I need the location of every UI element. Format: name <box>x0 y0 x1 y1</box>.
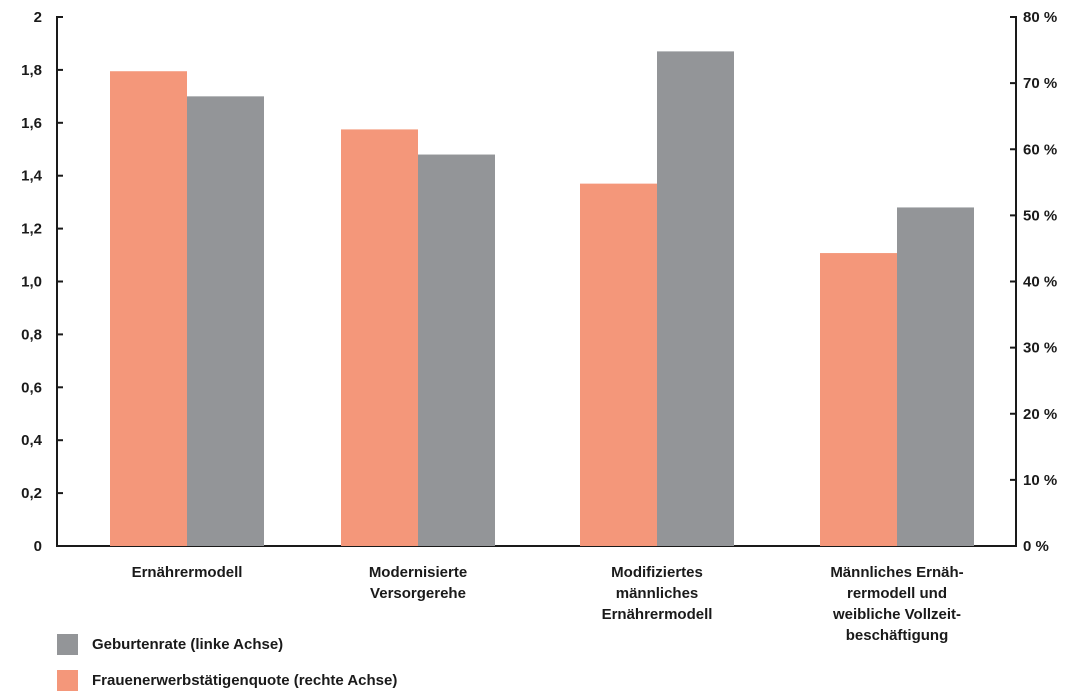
x-axis-category-label: Modernisierte <box>369 564 467 581</box>
right-axis-tick-label: 60 % <box>1023 141 1057 158</box>
right-axis-tick-label: 20 % <box>1023 406 1057 423</box>
bar-geburtenrate <box>418 154 495 547</box>
legend-item-geburtenrate: Geburtenrate (linke Achse) <box>57 634 283 655</box>
bar-frauenerwerbstaetigenquote <box>820 253 897 546</box>
left-axis-tick-label: 1,0 <box>21 274 42 291</box>
legend-label-frauenerwerbstaetigenquote: Frauenerwerbstätigenquote (rechte Achse) <box>92 672 398 689</box>
bar-geburtenrate <box>657 51 734 546</box>
left-axis-tick-label: 0,8 <box>21 326 42 343</box>
left-axis-tick-label: 1,6 <box>21 115 42 132</box>
x-axis-category-label: Männliches Ernäh- <box>830 564 963 581</box>
legend-item-frauenerwerbstaetigenquote: Frauenerwerbstätigenquote (rechte Achse) <box>57 670 397 691</box>
x-axis-category-label: Modifiziertes <box>611 564 703 581</box>
legend-label-geburtenrate: Geburtenrate (linke Achse) <box>92 636 284 653</box>
bar-frauenerwerbstaetigenquote <box>341 129 418 546</box>
x-axis-category-label: männliches <box>616 585 699 602</box>
right-axis-tick-label: 50 % <box>1023 207 1057 224</box>
x-axis-category-label: beschäftigung <box>846 627 949 644</box>
x-axis-category-label: rermodell und <box>847 585 947 602</box>
x-axis-category-label: Ernährermodell <box>132 564 243 581</box>
right-axis-tick-label: 80 % <box>1023 9 1057 26</box>
x-axis-category-label: Versorgerehe <box>370 585 466 602</box>
bar-geburtenrate <box>187 96 264 546</box>
right-axis-tick-label: 0 % <box>1023 538 1049 555</box>
left-axis-tick-label: 0,6 <box>21 379 42 396</box>
left-axis-tick-label: 1,8 <box>21 62 42 79</box>
right-axis-tick-label: 30 % <box>1023 340 1057 357</box>
left-axis-tick-label: 1,4 <box>21 168 43 185</box>
left-axis-tick-label: 0 <box>34 538 42 555</box>
left-axis-tick-label: 0,2 <box>21 485 42 502</box>
x-axis-category-label: weibliche Vollzeit- <box>832 606 961 623</box>
left-axis-tick-label: 1,2 <box>21 221 42 238</box>
left-axis-tick-label: 2 <box>34 9 42 26</box>
x-axis-category-label: Ernährermodell <box>602 606 713 623</box>
legend-swatch-geburtenrate <box>57 634 78 655</box>
legend-swatch-frauenerwerbstaetigenquote <box>57 670 78 691</box>
right-axis-tick-label: 10 % <box>1023 472 1057 489</box>
right-axis-tick-label: 70 % <box>1023 75 1057 92</box>
bar-geburtenrate <box>897 207 974 546</box>
right-axis-tick-label: 40 % <box>1023 274 1057 291</box>
bar-frauenerwerbstaetigenquote <box>580 183 657 546</box>
left-axis-tick-label: 0,4 <box>21 432 43 449</box>
bar-frauenerwerbstaetigenquote <box>110 71 187 546</box>
